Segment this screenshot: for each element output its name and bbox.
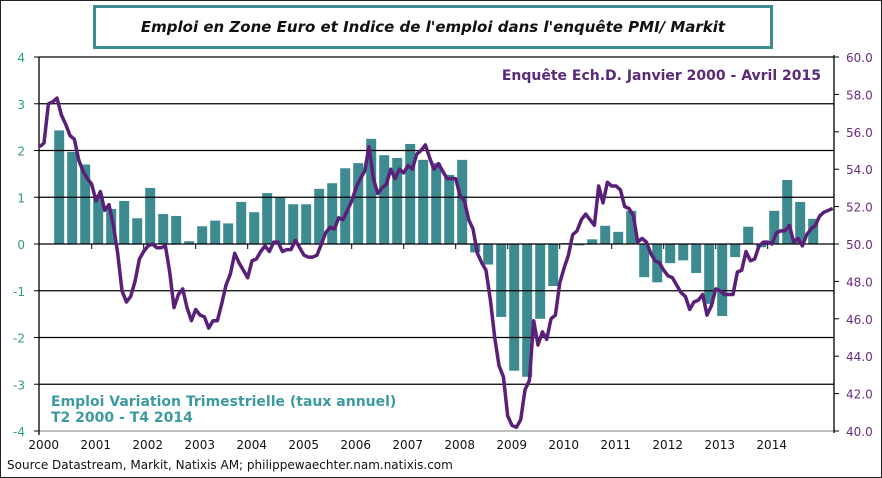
- bar: [314, 188, 325, 244]
- x-tick-label: 2004: [236, 438, 267, 452]
- bar: [522, 244, 533, 377]
- bar: [223, 223, 234, 244]
- bar: [730, 244, 741, 258]
- chart-title-text: Emploi en Zone Euro et Indice de l'emplo…: [140, 18, 726, 36]
- right-tick-label: 54.0: [846, 163, 873, 177]
- bar: [678, 244, 689, 261]
- source-note: Source Datastream, Markit, Natixis AM; p…: [7, 458, 453, 472]
- bar: [496, 244, 507, 317]
- right-tick-label: 50.0: [846, 238, 873, 252]
- chart-title: Emploi en Zone Euro et Indice de l'emplo…: [93, 5, 773, 49]
- bar: [288, 204, 299, 244]
- bar: [236, 201, 247, 244]
- bar: [327, 183, 338, 244]
- left-tick-label: -2: [13, 332, 25, 346]
- pmi-line: [38, 96, 834, 430]
- bar: [366, 138, 377, 244]
- bar: [704, 244, 715, 304]
- bar: [353, 163, 364, 244]
- x-tick-label: 2002: [132, 438, 163, 452]
- right-tick-label: 42.0: [846, 388, 873, 402]
- bar: [210, 220, 221, 244]
- bar: [106, 208, 117, 244]
- x-tick-label: 2008: [444, 438, 475, 452]
- bar: [600, 225, 611, 244]
- line-series-label: Enquête Ech.D. Janvier 2000 - Avril 2015: [502, 68, 821, 84]
- bar: [184, 241, 195, 244]
- x-tick-label: 2012: [652, 438, 683, 452]
- bar: [197, 226, 208, 244]
- bar: [548, 244, 559, 287]
- left-tick-label: 0: [17, 238, 25, 252]
- bar: [665, 244, 676, 264]
- bar: [301, 204, 312, 244]
- bar: [262, 193, 273, 244]
- left-tick-label: -1: [13, 285, 25, 299]
- bar: [431, 163, 442, 244]
- bar: [574, 244, 585, 246]
- bar: [249, 212, 260, 244]
- x-tick-label: 2001: [80, 438, 111, 452]
- bar: [158, 214, 169, 244]
- x-tick-label: 2005: [288, 438, 319, 452]
- bar: [769, 210, 780, 244]
- x-tick-label: 2007: [392, 438, 423, 452]
- right-tick-label: 58.0: [846, 88, 873, 102]
- bar: [795, 201, 806, 244]
- bar: [782, 179, 793, 244]
- right-tick-label: 46.0: [846, 313, 873, 327]
- x-tick-label: 2011: [600, 438, 631, 452]
- right-tick-label: 52.0: [846, 201, 873, 215]
- bar-series-label: Emploi Variation Trimestrielle (taux ann…: [51, 394, 396, 410]
- bar: [145, 187, 156, 244]
- bar: [691, 244, 702, 273]
- bar: [119, 200, 130, 244]
- left-tick-label: 2: [17, 145, 25, 159]
- bar: [483, 244, 494, 265]
- x-tick-label: 2014: [756, 438, 787, 452]
- bar-series-period: T2 2000 - T4 2014: [51, 410, 193, 426]
- left-tick-label: 4: [17, 51, 25, 65]
- bar: [405, 143, 416, 244]
- bar: [535, 244, 546, 319]
- bar: [392, 157, 403, 244]
- bar: [93, 194, 104, 244]
- bar: [54, 130, 65, 244]
- bar: [379, 155, 390, 244]
- x-tick-label: 2010: [548, 438, 579, 452]
- x-tick-label: 2009: [496, 438, 527, 452]
- bar: [808, 218, 819, 244]
- x-tick-label: 2000: [28, 438, 59, 452]
- left-tick-label: -4: [13, 425, 25, 439]
- left-tick-label: -3: [13, 378, 25, 392]
- right-tick-label: 60.0: [846, 51, 873, 65]
- bar: [613, 231, 624, 244]
- bar: [509, 244, 520, 371]
- right-tick-label: 56.0: [846, 126, 873, 140]
- right-tick-label: 48.0: [846, 275, 873, 289]
- bar: [67, 151, 78, 244]
- bar: [457, 159, 468, 244]
- x-tick-label: 2003: [184, 438, 215, 452]
- bar: [743, 226, 754, 244]
- bar: [717, 244, 728, 316]
- bar: [340, 168, 351, 244]
- right-tick-label: 40.0: [846, 425, 873, 439]
- x-tick-label: 2013: [704, 438, 735, 452]
- bar: [587, 239, 598, 244]
- bar: [132, 218, 143, 244]
- bar: [639, 244, 650, 278]
- bar: [444, 174, 455, 244]
- bar: [626, 210, 637, 244]
- left-tick-label: 3: [17, 98, 25, 112]
- left-tick-label: 1: [17, 191, 25, 205]
- x-tick-label: 2006: [340, 438, 371, 452]
- right-tick-label: 44.0: [846, 350, 873, 364]
- bar: [275, 197, 286, 244]
- bar: [80, 164, 91, 244]
- bar: [418, 159, 429, 244]
- bar: [171, 215, 182, 244]
